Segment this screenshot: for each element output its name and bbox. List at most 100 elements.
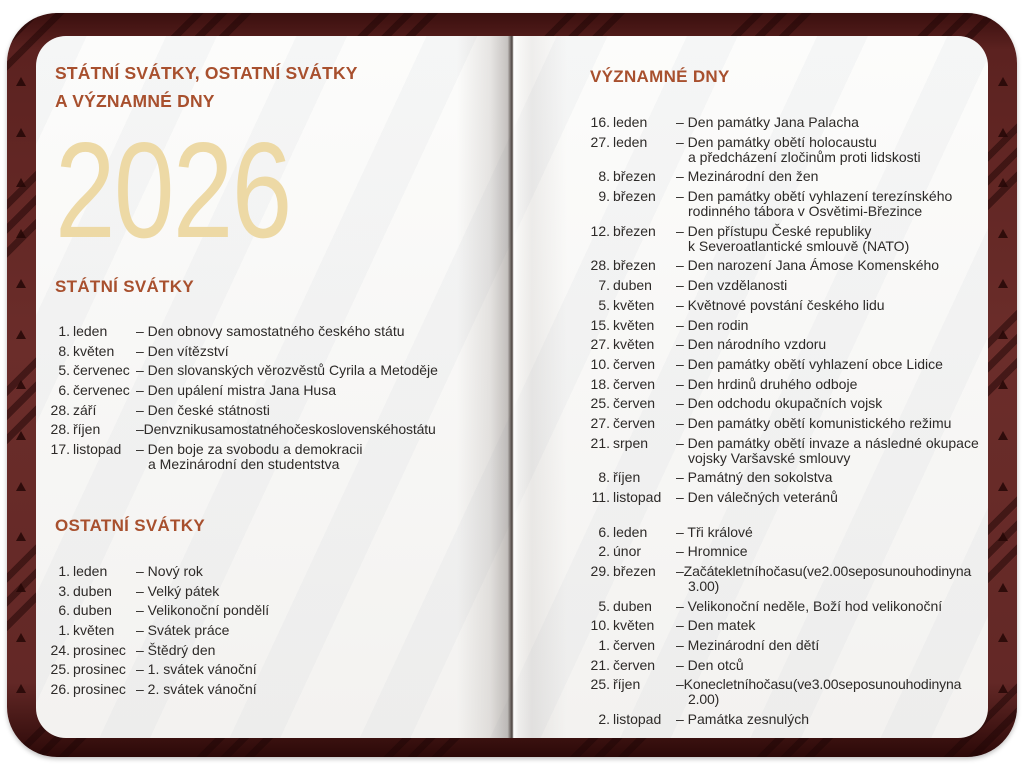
section-heading-vyznamne-dny: VÝZNAMNÉ DNY — [590, 67, 730, 86]
holiday-month: leden — [613, 114, 648, 130]
holiday-row: 28. září – Den české státnosti — [48, 401, 496, 418]
holiday-day: 6. — [58, 382, 70, 399]
holiday-list-vyznamne: 16. leden – Den památky Jana Palacha 27.… — [588, 115, 988, 732]
holiday-desc: – 2. svátek vánoční — [136, 681, 257, 698]
holiday-row: 8. květen – Den vítězství — [48, 342, 496, 359]
holiday-day: 18. — [590, 375, 610, 392]
holiday-day: 10. — [590, 617, 610, 634]
holiday-row: 15. květen – Den rodin — [588, 316, 988, 333]
holiday-day: 24. — [50, 641, 70, 658]
holiday-day: 5. — [58, 362, 70, 379]
triangle-ornament — [16, 127, 26, 137]
triangle-ornament — [16, 380, 26, 390]
holiday-month: duben — [613, 597, 652, 614]
holiday-day: 8. — [58, 342, 70, 359]
holiday-desc: – Den matek — [676, 617, 756, 634]
holiday-desc: – Den přístupu České republiky k Severoa… — [676, 222, 910, 254]
triangle-ornament — [16, 77, 26, 86]
holiday-row: 21. srpen – Den památky obětí invaze a n… — [588, 434, 988, 466]
holiday-desc: – Den válečných veteránů — [676, 489, 838, 505]
triangle-ornament — [998, 683, 1008, 693]
holiday-month: duben — [613, 277, 652, 294]
holiday-desc: – Den památky Jana Palacha — [676, 114, 859, 130]
holiday-month: květen — [613, 336, 655, 353]
holiday-day: 15. — [590, 316, 610, 333]
holiday-month: červenec — [73, 382, 130, 399]
right-page: VÝZNAMNÉ DNY 16. leden – Den památky Jan… — [512, 36, 988, 738]
holiday-day: 1. — [58, 563, 70, 579]
holiday-desc: – Den otců — [676, 656, 744, 673]
holiday-row: 28. březen – Den narození Jana Ámose Kom… — [588, 258, 988, 273]
holiday-day: 28. — [50, 421, 70, 438]
triangle-ornament — [16, 633, 26, 643]
holiday-day: 1. — [58, 622, 70, 639]
holiday-month: květen — [613, 296, 655, 313]
holiday-desc: – Den vítězství — [136, 342, 229, 359]
holiday-desc: – Den památky obětí holocaustu a předchá… — [676, 133, 921, 165]
triangle-ornament — [998, 329, 1008, 339]
holiday-month: duben — [73, 582, 112, 599]
holiday-row: 26. prosinec – 2. svátek vánoční — [48, 682, 496, 697]
holiday-day: 5. — [598, 296, 610, 313]
holiday-month: říjen — [613, 469, 641, 486]
holiday-row: 21. červen – Den otců — [588, 656, 988, 673]
triangle-ornament — [998, 228, 1008, 238]
holiday-day: 27. — [590, 133, 610, 150]
holiday-month: květen — [613, 316, 655, 333]
holiday-row: 1. leden – Nový rok — [48, 564, 496, 579]
holiday-row: 16. leden – Den památky Jana Palacha — [588, 115, 988, 130]
holiday-desc: – Den památky obětí invaze a následné ok… — [676, 434, 979, 466]
holiday-row: 28. říjen – Den vzniku samostatného česk… — [48, 422, 496, 437]
holiday-desc: – Velikonoční pondělí — [136, 602, 270, 619]
holiday-month: červen — [613, 414, 656, 431]
triangle-ornament — [16, 178, 26, 188]
holiday-desc: – Velikonoční neděle, Boží hod velikonoč… — [676, 597, 943, 614]
holiday-day: 25. — [590, 676, 610, 693]
holiday-month: březen — [613, 188, 656, 205]
holiday-month: září — [73, 401, 97, 418]
triangle-ornament — [998, 582, 1008, 592]
holiday-day: 27. — [590, 414, 610, 431]
holiday-month: listopad — [73, 441, 122, 458]
holiday-day: 27. — [590, 336, 610, 353]
holiday-day: 9. — [598, 188, 610, 205]
holiday-day: 21. — [590, 434, 610, 451]
holiday-desc: – Mezinárodní den dětí — [676, 636, 820, 653]
holiday-day: 28. — [590, 257, 610, 274]
holiday-day: 5. — [598, 597, 610, 614]
holiday-list-statni: 1. leden – Den obnovy samostatného české… — [48, 324, 496, 477]
holiday-desc: – Začátek letního času (ve 2.00 se posun… — [676, 562, 972, 594]
holiday-day: 3. — [58, 582, 70, 599]
holiday-desc: – Svátek práce — [136, 622, 230, 639]
triangle-ornament — [998, 481, 1008, 491]
holiday-month: červen — [613, 375, 656, 392]
holiday-day: 2. — [598, 543, 610, 560]
holiday-row: 6. duben – Velikonoční pondělí — [48, 603, 496, 618]
section-heading-ostatni-svatky: OSTATNÍ SVÁTKY — [55, 516, 205, 535]
holiday-month: březen — [613, 257, 656, 274]
holiday-row: 1. květen – Svátek práce — [48, 623, 496, 638]
holiday-row: 2. únor – Hromnice — [588, 544, 988, 559]
left-page: STÁTNÍ SVÁTKY, OSTATNÍ SVÁTKY A VÝZNAMNÉ… — [36, 36, 512, 738]
holiday-desc: – Velký pátek — [136, 582, 220, 599]
triangle-ornament — [998, 633, 1008, 643]
cover-triangles-right — [993, 77, 1013, 693]
triangle-ornament — [998, 279, 1008, 289]
holiday-month: květen — [73, 342, 115, 359]
holiday-day: 25. — [50, 661, 70, 678]
holiday-month: květen — [73, 622, 115, 639]
holiday-desc: – Den památky obětí vyhlazení terezínské… — [676, 188, 953, 220]
holiday-day: 11. — [591, 489, 610, 505]
holiday-day: 6. — [58, 602, 70, 619]
holiday-row: 5. červenec – Den slovanských věrozvěstů… — [48, 363, 496, 378]
holiday-row: 6. červenec – Den upálení mistra Jana Hu… — [48, 383, 496, 398]
holiday-row: 5. duben – Velikonoční neděle, Boží hod … — [588, 597, 988, 614]
holiday-day: 10. — [590, 355, 610, 372]
holiday-month: leden — [73, 323, 108, 339]
holiday-day: 17. — [50, 441, 70, 458]
holiday-day: 21. — [590, 656, 610, 673]
holiday-month: prosinec — [73, 681, 126, 698]
holiday-desc: – Den české státnosti — [136, 401, 270, 418]
holiday-row: 24. prosinec – Štědrý den — [48, 641, 496, 658]
holiday-row: 8. březen – Mezinárodní den žen — [588, 169, 988, 184]
